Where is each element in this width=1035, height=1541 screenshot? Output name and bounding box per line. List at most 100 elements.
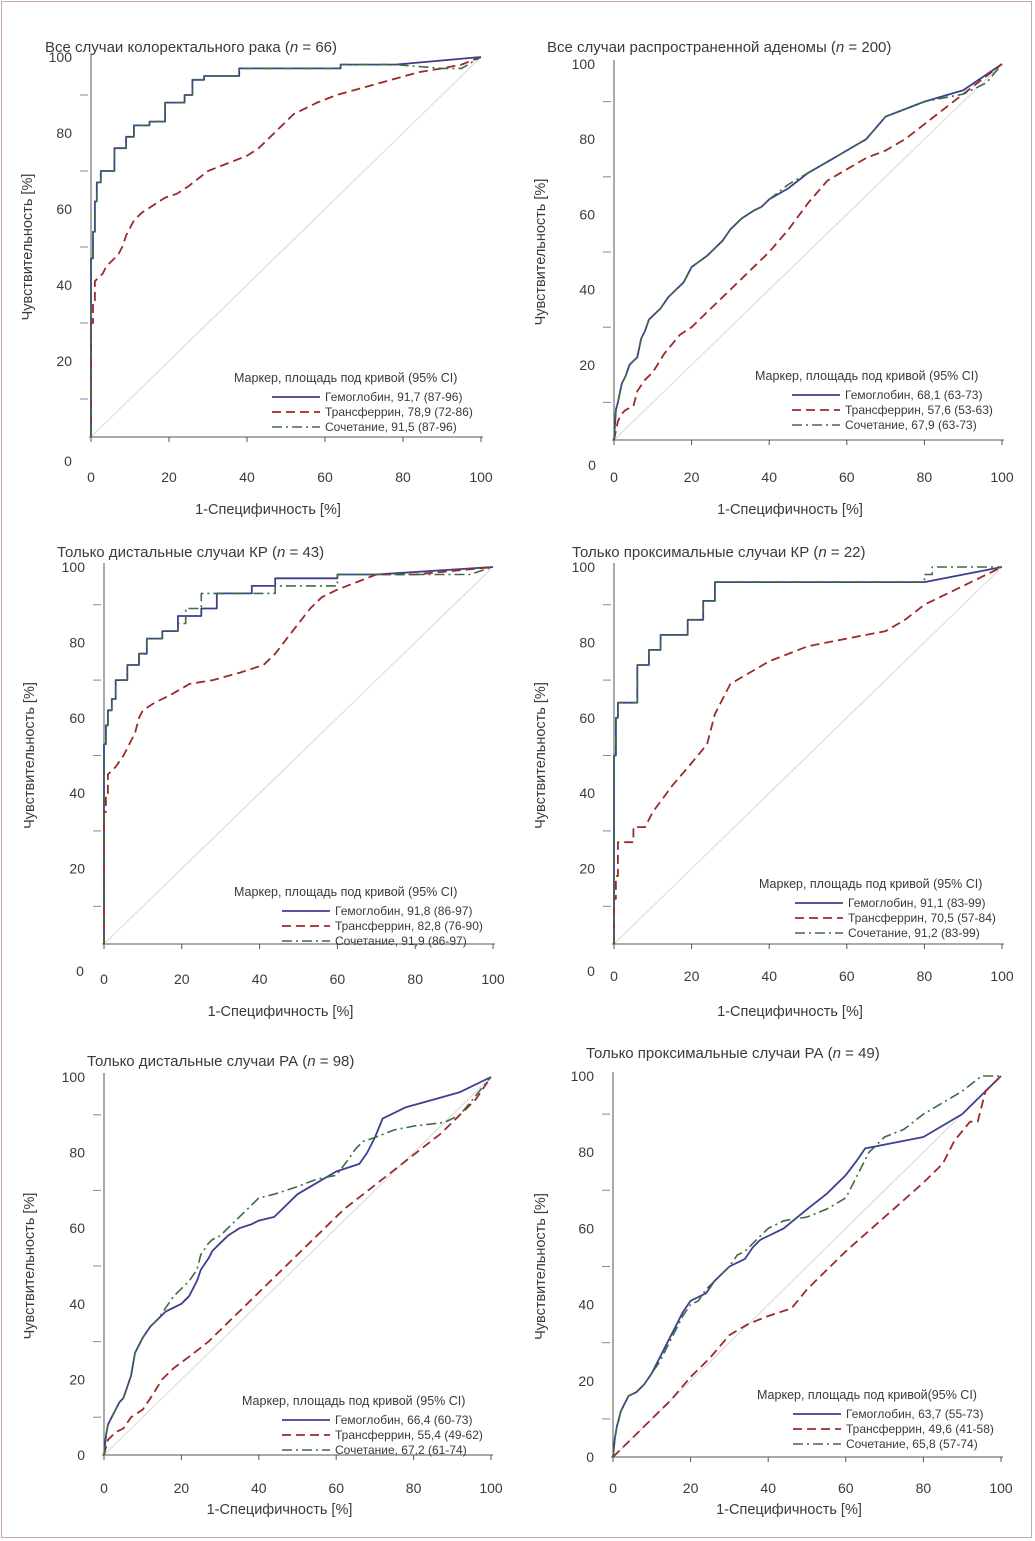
y-tick-label: 20 [579,357,595,373]
x-tick-label: 80 [917,968,933,984]
y-tick-label: 80 [579,131,595,147]
y-tick-label: 40 [69,1296,85,1312]
x-axis-label: 1-Специфичность [%] [716,1502,862,1518]
y-tick-label: 20 [579,861,595,877]
x-axis-label: 1-Специфичность [%] [207,1502,353,1518]
x-tick-label: 100 [989,1480,1013,1496]
reference-diagonal [103,566,494,945]
x-tick-label: 80 [395,469,411,485]
y-tick-label: 0 [77,1447,85,1463]
x-tick-label: 40 [761,469,777,485]
x-tick-label: 20 [684,968,700,984]
series-line-transferrin [103,566,494,944]
legend: Маркер, площадь под кривой(95% CI) Гемогл… [757,1388,994,1451]
y-tick-label: 80 [69,634,85,650]
x-tick-label: 40 [251,1480,267,1496]
x-tick-label: 100 [479,1480,503,1496]
legend-label-transferrin: Трансферрин, 55,4 (49-62) [335,1428,483,1442]
legend: Маркер, площадь под кривой (95% CI) Гемог… [234,885,483,948]
y-tick-label: 80 [56,125,72,141]
series-line-transferrin [103,1076,492,1456]
x-tick-label: 20 [161,469,177,485]
y-axis-label: Чувствительность [%] [533,1193,549,1340]
legend-title: Маркер, площадь под кривой(95% CI) [757,1388,977,1402]
legend-label-combination: Сочетание, 91,5 (87-96) [325,420,457,434]
y-tick-label: 100 [571,1068,595,1084]
x-tick-label: 100 [990,469,1014,485]
x-tick-label: 40 [239,469,255,485]
x-tick-label: 0 [610,968,618,984]
roc-panel-4: Только проксимальные случаи КР (n = 22) 0… [533,544,1014,1020]
series-line-transferrin [613,566,1003,944]
series-line-transferrin [613,63,1003,441]
legend-label-hemoglobin: Гемоглобин, 91,1 (83-99) [848,896,985,910]
roc-panel-2: Все случаи распространенной аденомы (n =… [533,39,1014,518]
x-tick-label: 20 [174,971,190,987]
y-tick-label: 60 [578,1220,594,1236]
x-tick-label: 60 [328,1480,344,1496]
panel-title: Все случаи распространенной аденомы (n =… [547,39,891,56]
legend: Маркер, площадь под кривой (95% CI) Гемог… [755,369,993,432]
legend-label-hemoglobin: Гемоглобин, 91,8 (86-97) [335,904,472,918]
y-axis-label: Чувствительность [%] [20,174,36,321]
x-tick-label: 100 [481,971,505,987]
y-tick-label: 60 [56,201,72,217]
panel-title: Только проксимальные случаи КР (n = 22) [572,544,866,561]
x-tick-label: 80 [917,469,933,485]
panel-title: Только дистальные случаи РА (n = 98) [87,1053,354,1070]
legend-label-transferrin: Трансферрин, 57,6 (53-63) [845,403,993,417]
reference-diagonal [613,566,1003,945]
y-tick-label: 20 [69,861,85,877]
x-tick-label: 20 [684,469,700,485]
roc-panel-5: Только дистальные случаи РА (n = 98) 0 20 4… [22,1053,503,1518]
series-line-combination [103,566,494,944]
origin-zero-label: 0 [64,453,72,469]
y-axis-label: Чувствительность [%] [22,682,38,829]
x-tick-label: 20 [174,1480,190,1496]
origin-zero-label: 0 [76,963,84,979]
legend: Маркер, площадь под кривой (95% CI) Гемог… [242,1394,483,1457]
legend-label-combination: Сочетание, 67,2 (61-74) [335,1443,467,1457]
x-tick-label: 60 [839,469,855,485]
legend-label-hemoglobin: Гемоглобин, 66,4 (60-73) [335,1413,472,1427]
series-line-combination [612,1075,1001,1458]
x-tick-label: 100 [990,968,1014,984]
legend: Маркер, площадь под кривой (95% CI) Гемог… [234,371,473,434]
y-tick-label: 100 [62,559,86,575]
x-tick-label: 0 [610,469,618,485]
origin-zero-label: 0 [587,963,595,979]
panel-title: Все случаи колоректального рака (n = 66) [45,39,337,56]
legend-label-transferrin: Трансферрин, 49,6 (41-58) [846,1422,994,1436]
legend-label-transferrin: Трансферрин, 78,9 (72-86) [325,405,473,419]
y-tick-label: 100 [49,49,73,65]
panel-title: Только дистальные случаи КР (n = 43) [57,544,324,561]
legend-label-transferrin: Трансферрин, 82,8 (76-90) [335,919,483,933]
x-tick-label: 60 [838,1480,854,1496]
x-axis-label: 1-Специфичность [%] [195,502,341,518]
legend-label-hemoglobin: Гемоглобин, 68,1 (63-73) [845,388,982,402]
x-tick-label: 100 [469,469,493,485]
y-axis-label: Чувствительность [%] [22,1193,38,1340]
x-tick-label: 0 [100,1480,108,1496]
legend-label-hemoglobin: Гемоглобин, 63,7 (55-73) [846,1407,983,1421]
series-line-combination [613,63,1003,441]
y-tick-label: 40 [579,282,595,298]
legend-title: Маркер, площадь под кривой (95% CI) [234,885,457,899]
y-tick-label: 80 [578,1144,594,1160]
legend-label-combination: Сочетание, 65,8 (57-74) [846,1437,978,1451]
roc-panel-3: Только дистальные случаи КР (n = 43) 0 20 4… [22,544,505,1020]
y-tick-label: 60 [579,206,595,222]
x-tick-label: 40 [761,968,777,984]
y-tick-label: 80 [579,634,595,650]
legend-title: Маркер, площадь под кривой (95% CI) [242,1394,465,1408]
roc-panel-6: Только проксимальные случаи РА (n = 49) 0… [533,1045,1013,1518]
legend-title: Маркер, площадь под кривой (95% CI) [755,369,978,383]
y-tick-label: 80 [69,1145,85,1161]
y-tick-label: 20 [69,1371,85,1387]
y-tick-label: 60 [69,710,85,726]
y-tick-label: 60 [579,710,595,726]
x-axis-label: 1-Специфичность [%] [717,1004,863,1020]
legend-title: Маркер, площадь под кривой (95% CI) [759,877,982,891]
roc-panel-1: Все случаи колоректального рака (n = 66)… [20,39,493,518]
